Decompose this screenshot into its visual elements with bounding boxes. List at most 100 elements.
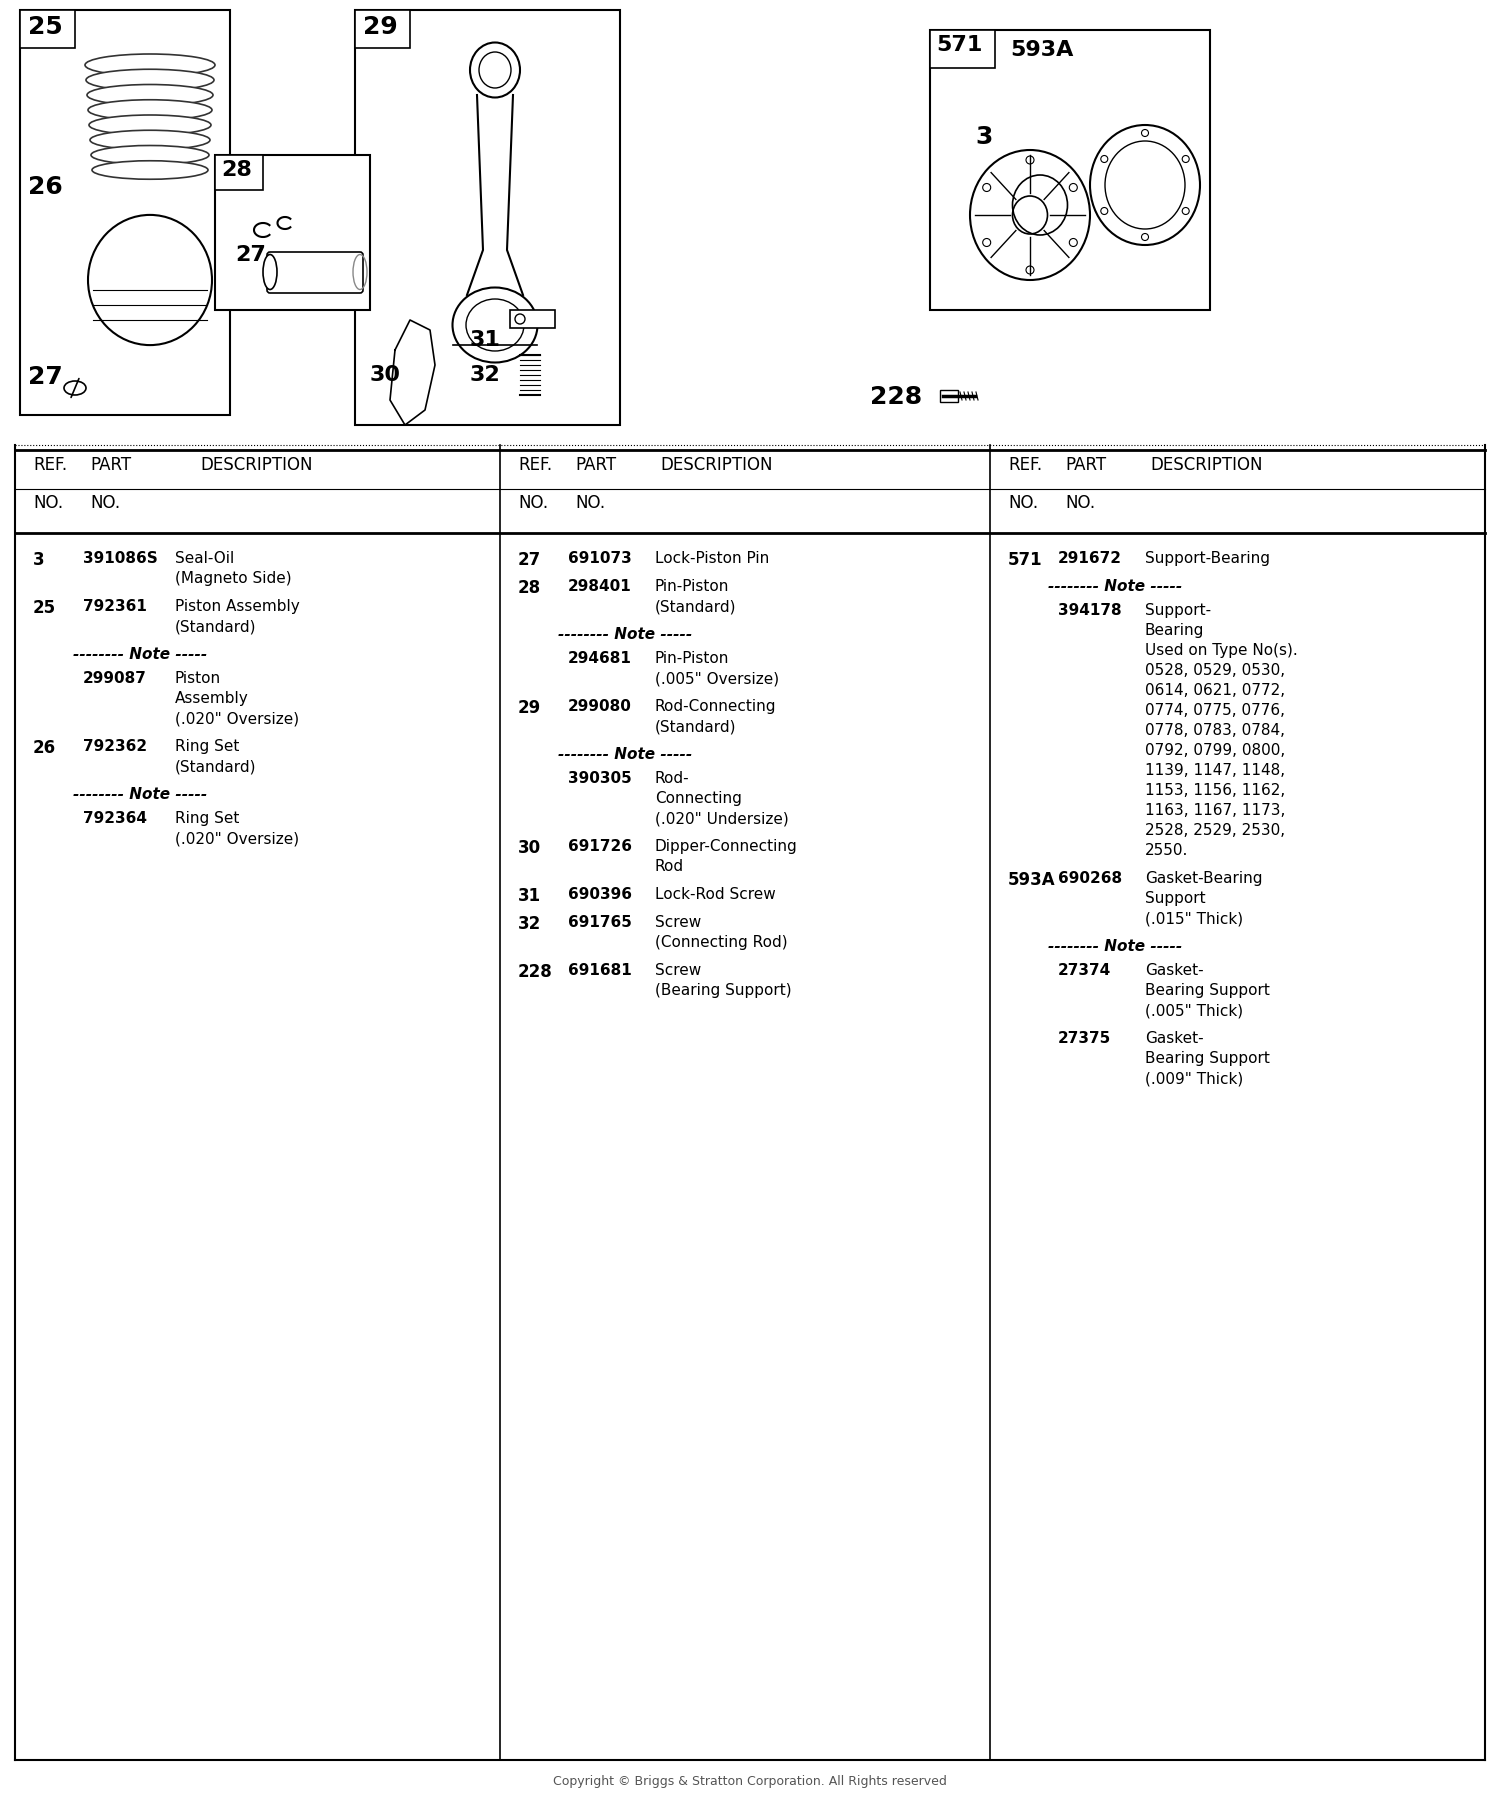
Text: -------- Note -----: -------- Note ----- (74, 646, 207, 662)
Text: (Standard): (Standard) (176, 619, 256, 634)
Text: 593A: 593A (1010, 40, 1074, 59)
Text: 228: 228 (518, 963, 552, 981)
Text: (Connecting Rod): (Connecting Rod) (656, 934, 788, 950)
Text: (.005" Oversize): (.005" Oversize) (656, 671, 778, 686)
Text: (.015" Thick): (.015" Thick) (1144, 911, 1244, 925)
Text: 2550.: 2550. (1144, 842, 1188, 859)
Ellipse shape (470, 43, 520, 97)
Text: 31: 31 (518, 887, 542, 905)
Text: NO.: NO. (518, 493, 548, 511)
Text: 31: 31 (470, 329, 501, 349)
Text: 228: 228 (870, 385, 922, 409)
Text: 0528, 0529, 0530,: 0528, 0529, 0530, (1144, 662, 1286, 679)
Text: 25: 25 (28, 14, 63, 40)
Text: 27: 27 (28, 365, 63, 389)
Text: Dipper-Connecting: Dipper-Connecting (656, 839, 798, 853)
Text: Support-: Support- (1144, 603, 1210, 617)
Text: 30: 30 (370, 365, 400, 385)
Text: 26: 26 (33, 740, 56, 758)
Ellipse shape (262, 254, 278, 290)
Text: 571: 571 (1008, 551, 1042, 569)
Text: 1163, 1167, 1173,: 1163, 1167, 1173, (1144, 803, 1286, 817)
Text: NO.: NO. (33, 493, 63, 511)
Text: PART: PART (90, 455, 130, 473)
Text: 394178: 394178 (1058, 603, 1122, 617)
Text: (Standard): (Standard) (656, 599, 736, 614)
Text: 1153, 1156, 1162,: 1153, 1156, 1162, (1144, 783, 1286, 797)
Text: 571: 571 (936, 34, 982, 56)
Text: 294681: 294681 (568, 652, 632, 666)
Ellipse shape (88, 99, 212, 121)
Text: Rod-Connecting: Rod-Connecting (656, 698, 777, 715)
Ellipse shape (92, 160, 208, 180)
Text: Piston Assembly: Piston Assembly (176, 599, 300, 614)
Text: (.020" Oversize): (.020" Oversize) (176, 711, 298, 725)
Text: NO.: NO. (574, 493, 604, 511)
Text: Support-Bearing: Support-Bearing (1144, 551, 1270, 565)
Bar (214, 155, 262, 191)
Ellipse shape (92, 146, 208, 164)
Text: 0774, 0775, 0776,: 0774, 0775, 0776, (1144, 704, 1286, 718)
Text: 28: 28 (518, 580, 542, 598)
Ellipse shape (90, 130, 210, 149)
Text: Lock-Rod Screw: Lock-Rod Screw (656, 887, 776, 902)
Text: NO.: NO. (1008, 493, 1038, 511)
Ellipse shape (88, 115, 212, 135)
Text: 0614, 0621, 0772,: 0614, 0621, 0772, (1144, 682, 1286, 698)
Text: 27375: 27375 (1058, 1031, 1112, 1046)
Bar (510, 310, 555, 328)
Ellipse shape (87, 85, 213, 106)
Text: 28: 28 (220, 160, 252, 180)
Text: Rod: Rod (656, 859, 684, 875)
Text: (Standard): (Standard) (176, 760, 256, 774)
Text: 593A: 593A (1008, 871, 1056, 889)
Bar (930, 31, 1210, 310)
Text: PART: PART (1065, 455, 1106, 473)
Text: Pin-Piston: Pin-Piston (656, 580, 729, 594)
Text: 32: 32 (518, 914, 542, 932)
Text: (.009" Thick): (.009" Thick) (1144, 1071, 1244, 1085)
Text: 390305: 390305 (568, 770, 632, 787)
Text: 27374: 27374 (1058, 963, 1112, 977)
Text: BRIGGS: BRIGGS (420, 205, 550, 234)
Text: Rod-: Rod- (656, 770, 690, 787)
Text: Copyright © Briggs & Stratton Corporation. All Rights reserved: Copyright © Briggs & Stratton Corporatio… (554, 1775, 946, 1787)
FancyBboxPatch shape (267, 252, 363, 293)
Text: 792361: 792361 (82, 599, 147, 614)
Ellipse shape (1090, 124, 1200, 245)
Text: 691726: 691726 (568, 839, 632, 853)
Text: Bearing Support: Bearing Support (1144, 1051, 1270, 1066)
Text: 299087: 299087 (82, 671, 147, 686)
Text: Piston: Piston (176, 671, 220, 686)
Bar (20, 11, 229, 416)
Text: -------- Note -----: -------- Note ----- (74, 787, 207, 803)
Ellipse shape (453, 288, 537, 362)
Text: REF.: REF. (1008, 455, 1042, 473)
Text: Bearing: Bearing (1144, 623, 1204, 637)
Text: (.020" Undersize): (.020" Undersize) (656, 812, 789, 826)
Text: 690396: 690396 (568, 887, 632, 902)
Text: 691073: 691073 (568, 551, 632, 565)
Text: 291672: 291672 (1058, 551, 1122, 565)
Text: 29: 29 (518, 698, 542, 716)
Text: (.020" Oversize): (.020" Oversize) (176, 832, 298, 846)
Ellipse shape (88, 214, 212, 346)
Text: Gasket-Bearing: Gasket-Bearing (1144, 871, 1263, 886)
Text: 0778, 0783, 0784,: 0778, 0783, 0784, (1144, 724, 1286, 738)
Text: NO.: NO. (90, 493, 120, 511)
Text: 26: 26 (28, 175, 63, 200)
Bar (930, 31, 994, 68)
Text: 2528, 2529, 2530,: 2528, 2529, 2530, (1144, 823, 1286, 839)
Text: 27: 27 (518, 551, 542, 569)
Text: 690268: 690268 (1058, 871, 1122, 886)
Text: 298401: 298401 (568, 580, 632, 594)
Text: 1139, 1147, 1148,: 1139, 1147, 1148, (1144, 763, 1286, 778)
Text: Pin-Piston: Pin-Piston (656, 652, 729, 666)
Text: -------- Note -----: -------- Note ----- (1048, 940, 1182, 954)
Text: 691681: 691681 (568, 963, 632, 977)
Text: -------- Note -----: -------- Note ----- (1048, 580, 1182, 594)
Bar (940, 391, 958, 401)
Text: -------- Note -----: -------- Note ----- (558, 626, 692, 643)
Text: 299080: 299080 (568, 698, 632, 715)
Text: 391086S: 391086S (82, 551, 158, 565)
